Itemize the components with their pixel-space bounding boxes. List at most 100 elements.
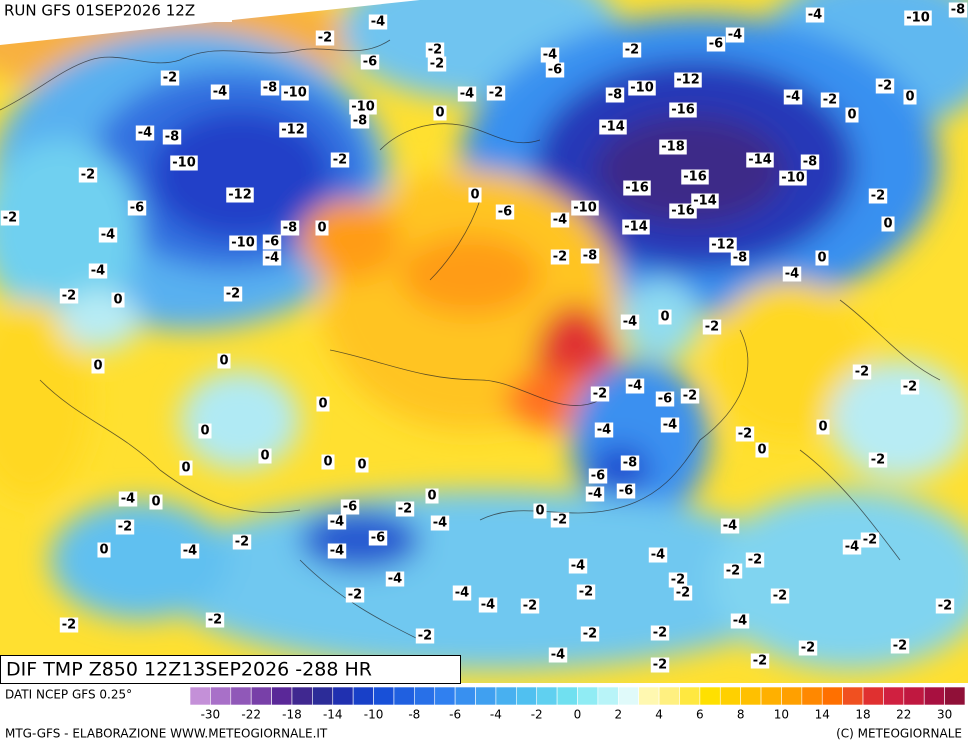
contour-label-bg <box>59 288 79 304</box>
contour-label-bg <box>540 47 560 63</box>
contour-label-bg <box>198 423 212 439</box>
contour-label-text: 0 <box>93 359 102 374</box>
colorbar-label: -4 <box>490 708 502 722</box>
contour-label: 0 <box>658 309 672 325</box>
contour-label-bg <box>904 10 932 26</box>
contour-label: -2 <box>650 657 670 673</box>
contour-label-text: -2 <box>583 627 597 642</box>
contour-label: -2 <box>232 534 252 550</box>
contour-label-text: -2 <box>871 189 885 204</box>
contour-label: -10 <box>904 10 932 26</box>
contour-label: -2 <box>59 288 79 304</box>
contour-label-bg <box>430 515 450 531</box>
contour-label-text: -16 <box>683 170 707 185</box>
colorbar-swatch <box>230 686 252 706</box>
contour-label: -2 <box>415 628 435 644</box>
contour-label-text: -2 <box>893 639 907 654</box>
contour-label-text: -4 <box>571 559 585 574</box>
contour-label: 0 <box>217 353 231 369</box>
contour-label-text: -10 <box>573 201 597 216</box>
contour-label-text: -4 <box>551 648 565 663</box>
contour-label-text: -10 <box>630 81 654 96</box>
contour-label-text: -6 <box>130 201 144 216</box>
contour-label: -4 <box>88 263 108 279</box>
contour-label: -6 <box>340 499 360 515</box>
contour-label-bg <box>875 78 895 94</box>
contour-label: -2 <box>868 452 888 468</box>
colorbar-label: 2 <box>614 708 622 722</box>
contour-label-text: -4 <box>651 548 665 563</box>
colorbar-label: 10 <box>774 708 789 722</box>
contour-label-text: -10 <box>351 100 375 115</box>
contour-label: 0 <box>881 216 895 232</box>
footer-copyright: (C) METEOGIORNALE <box>836 727 962 741</box>
contour-label: -2 <box>622 42 642 58</box>
field-blobs <box>0 0 968 670</box>
contour-label-bg <box>91 358 105 374</box>
contour-label-text: -8 <box>283 221 297 236</box>
contour-label-text: -2 <box>348 588 362 603</box>
contour-label: -14 <box>599 119 627 135</box>
contour-label-text: 0 <box>151 495 160 510</box>
contour-label: -4 <box>805 7 825 23</box>
contour-label: -12 <box>279 122 307 138</box>
contour-label-bg <box>881 216 895 232</box>
header-bg <box>0 0 232 22</box>
colorbar-swatch <box>883 686 905 706</box>
contour-label: -2 <box>580 626 600 642</box>
contour-label-bg <box>779 170 807 186</box>
contour-label-text: 0 <box>318 397 327 412</box>
contour-label-text: -2 <box>553 513 567 528</box>
contour-label-bg <box>622 42 642 58</box>
contour-label: -4 <box>540 47 560 63</box>
contour-label: -4 <box>327 543 347 559</box>
contour-label: -8 <box>620 455 640 471</box>
contour-label-bg <box>585 486 605 502</box>
contour-label: -2 <box>770 588 790 604</box>
contour-label-text: -4 <box>388 572 402 587</box>
contour-label-text: -14 <box>601 120 625 135</box>
contour-label-text: -18 <box>661 140 685 155</box>
contour-label-text: -10 <box>906 11 930 26</box>
contour-label-text: -4 <box>265 251 279 266</box>
colorbar-swatch <box>250 686 272 706</box>
contour-label-bg <box>550 212 570 228</box>
contour-label: -6 <box>262 234 282 250</box>
contour-label-text: -4 <box>597 423 611 438</box>
contour-label-text: -2 <box>676 586 690 601</box>
contour-label: -4 <box>625 378 645 394</box>
contour-label-text: -8 <box>733 251 747 266</box>
contour-label: 0 <box>433 105 447 121</box>
contour-label-text: -4 <box>371 15 385 30</box>
contour-label-bg <box>805 7 825 23</box>
contour-label-text: -12 <box>676 73 700 88</box>
contour-label-text: -4 <box>845 540 859 555</box>
colorbar-swatch <box>210 686 232 706</box>
contour-label: -2 <box>680 388 700 404</box>
contour-label-text: -2 <box>208 613 222 628</box>
colorbar-swatch <box>842 686 864 706</box>
contour-label-text: -4 <box>785 267 799 282</box>
contour-label: -2 <box>820 92 840 108</box>
contour-label-bg <box>628 80 656 96</box>
colorbar-swatch <box>821 686 843 706</box>
contour-label-bg <box>425 488 439 504</box>
contour-label: -4 <box>452 585 472 601</box>
contour-label: 0 <box>198 423 212 439</box>
contour-label-text: 0 <box>113 293 122 308</box>
contour-label-bg <box>315 30 335 46</box>
contour-label: -4 <box>568 558 588 574</box>
contour-label: -2 <box>78 167 98 183</box>
contour-label: -4 <box>585 486 605 502</box>
contour-label: 0 <box>179 460 193 476</box>
contour-label-bg <box>223 286 243 302</box>
colorbar-swatch <box>312 686 334 706</box>
colorbar-swatch <box>434 686 456 706</box>
contour-label-bg <box>226 187 254 203</box>
contour-label-bg <box>115 519 135 535</box>
contour-label-bg <box>135 125 155 141</box>
contour-label: -2 <box>900 379 920 395</box>
contour-label: -2 <box>590 386 610 402</box>
contour-label-bg <box>486 85 506 101</box>
contour-label-text: -2 <box>871 453 885 468</box>
